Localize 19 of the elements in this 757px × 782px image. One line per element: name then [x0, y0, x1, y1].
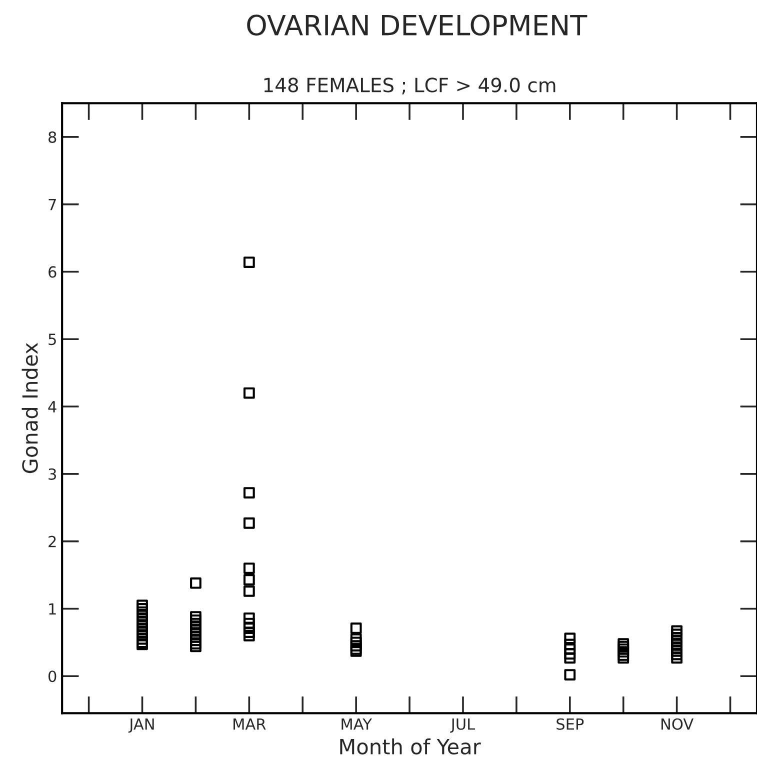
x-tick-label: JUL	[450, 718, 476, 733]
x-axis-title: Month of Year	[340, 738, 481, 755]
y-axis-title: Gonad Index	[22, 342, 38, 474]
y-tick-label: 5	[48, 334, 56, 346]
y-tick-label: 6	[48, 266, 56, 278]
x-tick-label: JAN	[128, 718, 154, 733]
x-tick-label: MAR	[234, 718, 266, 730]
y-tick-label: 2	[48, 536, 56, 548]
x-tick-label: SEP	[556, 718, 584, 730]
chart-title: OVARIAN DEVELOPMENT	[247, 14, 588, 36]
y-tick-label: 1	[49, 603, 56, 615]
y-tick-label: 8	[48, 131, 56, 143]
y-tick-label: 0	[48, 670, 56, 682]
x-tick-label: MAY	[342, 718, 372, 730]
y-tick-label: 3	[48, 468, 56, 480]
y-tick-label: 7	[48, 198, 56, 210]
chart-subtitle: 148 FEMALES ; LCF > 49.0 cm	[264, 78, 556, 94]
x-tick-label: NOV	[661, 718, 694, 730]
y-tick-label: 4	[48, 401, 56, 412]
